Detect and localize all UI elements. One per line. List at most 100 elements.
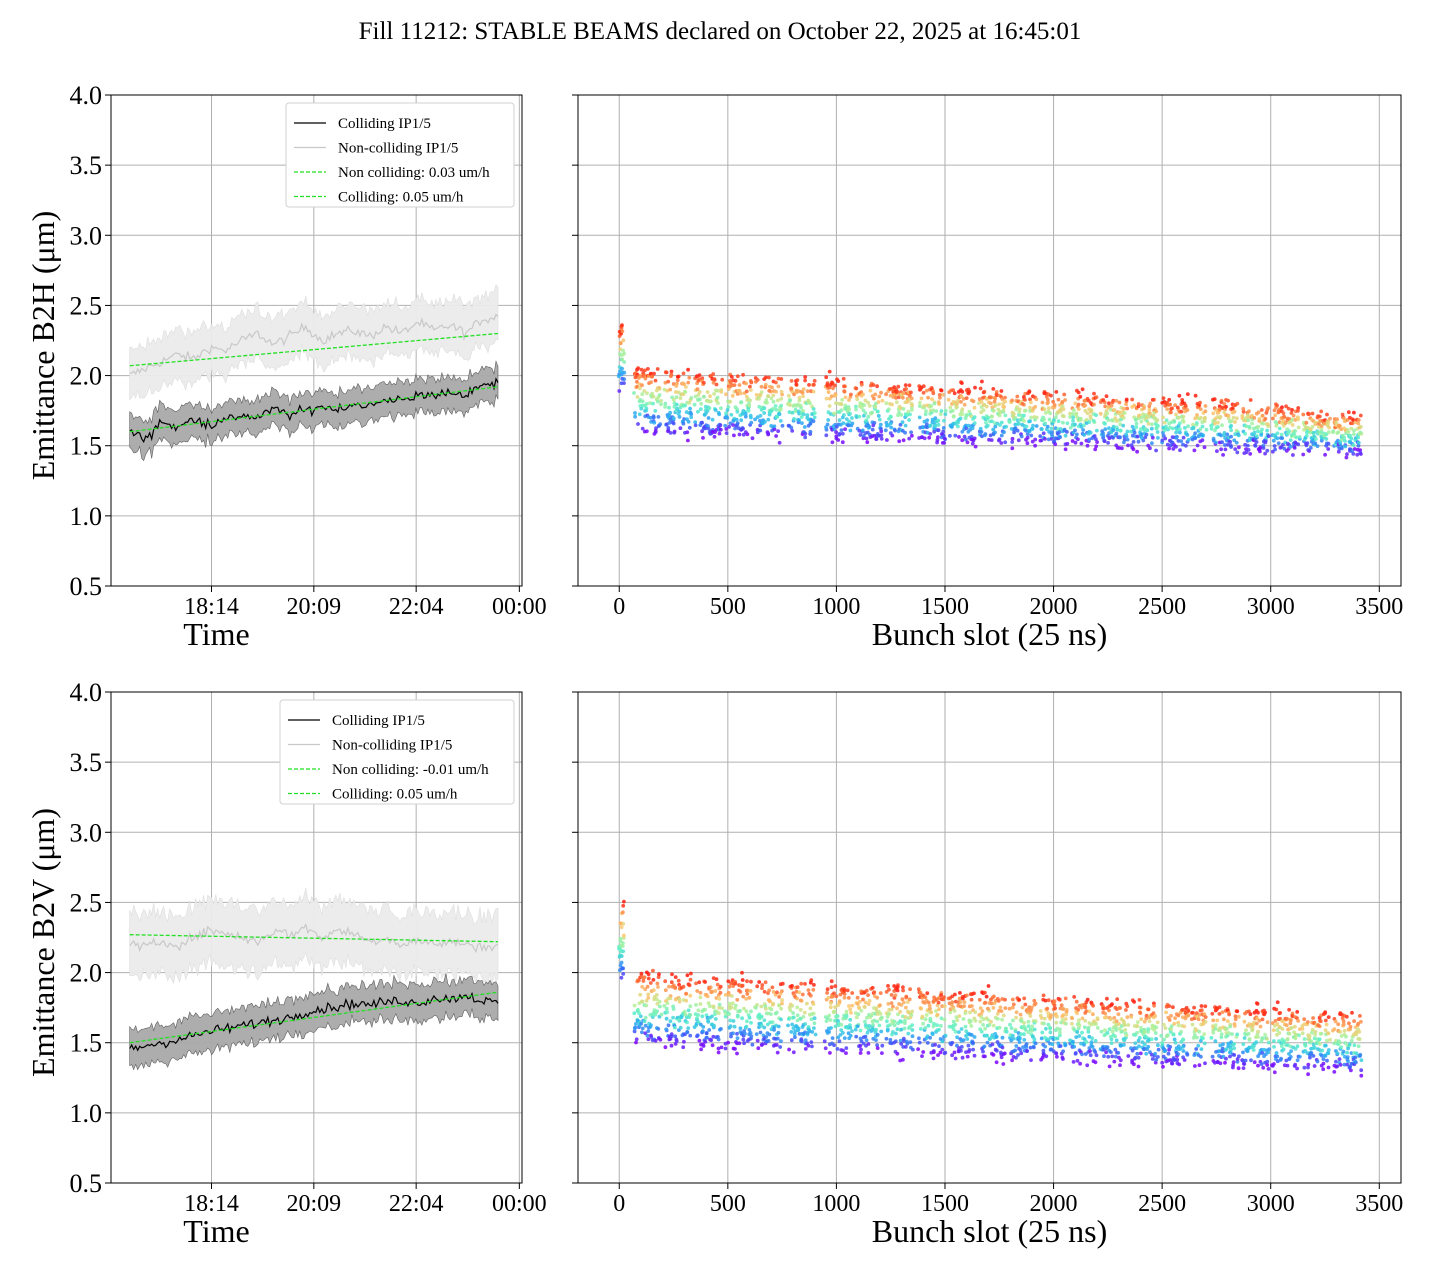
data-point (901, 1045, 906, 1049)
data-point (973, 385, 977, 390)
legend-label: Non colliding: 0.03 um/h (338, 165, 490, 181)
data-point (1137, 998, 1142, 1002)
data-point (779, 377, 784, 381)
data-point (666, 426, 671, 430)
data-point (649, 1035, 654, 1039)
data-point (1173, 1016, 1177, 1020)
data-point (1215, 1018, 1220, 1023)
data-point (735, 997, 740, 1002)
data-point (1137, 1044, 1141, 1049)
data-point (1312, 430, 1316, 435)
data-point (674, 384, 679, 388)
data-point (701, 436, 705, 440)
data-point (1219, 398, 1224, 403)
data-point (666, 1023, 671, 1028)
data-point (1202, 419, 1207, 424)
data-point (1200, 424, 1205, 429)
data-point (1289, 1049, 1293, 1053)
data-point (1356, 1021, 1361, 1026)
data-point (980, 1009, 985, 1013)
data-point (1062, 392, 1067, 397)
data-point (1137, 413, 1141, 418)
data-point (868, 388, 873, 393)
data-point (767, 988, 771, 993)
data-point (657, 393, 662, 397)
data-point (775, 414, 780, 419)
data-point (775, 990, 779, 995)
data-point (1254, 434, 1259, 438)
data-point (1248, 398, 1253, 402)
data-point (744, 997, 749, 1001)
data-point (985, 423, 990, 428)
data-point (793, 1035, 797, 1040)
data-point (1293, 1036, 1298, 1041)
data-point (1107, 1027, 1112, 1032)
y-tick-label: 2.5 (70, 291, 103, 320)
data-point (978, 1006, 983, 1010)
data-point (965, 1037, 970, 1041)
data-point (669, 369, 674, 374)
data-point (744, 1009, 749, 1014)
data-point (686, 438, 690, 443)
data-point (745, 1019, 749, 1024)
data-point (1150, 1057, 1155, 1061)
data-point (1068, 425, 1073, 430)
data-point (1112, 408, 1117, 412)
data-point (901, 395, 905, 400)
data-point (1058, 1006, 1063, 1011)
data-point (863, 1019, 867, 1024)
data-point (909, 390, 913, 395)
data-point (1263, 440, 1268, 445)
data-point (980, 379, 984, 384)
data-point (941, 426, 946, 430)
data-point (1256, 424, 1261, 429)
data-point (1019, 434, 1024, 439)
data-point (1109, 403, 1114, 408)
data-point (1252, 430, 1257, 435)
data-point (617, 389, 622, 393)
data-point (1089, 416, 1093, 421)
data-point (1032, 1037, 1037, 1041)
data-point (717, 431, 722, 436)
data-point (1172, 1021, 1177, 1026)
data-point (841, 1048, 845, 1053)
data-point (808, 401, 812, 406)
data-point (900, 997, 905, 1002)
data-point (1030, 439, 1035, 444)
data-point (1029, 433, 1034, 438)
data-point (1193, 393, 1198, 398)
data-point (731, 1031, 735, 1036)
data-point (1226, 398, 1230, 403)
data-point (839, 1028, 844, 1032)
data-point (867, 425, 872, 429)
data-point (917, 1036, 921, 1041)
data-point (648, 981, 653, 985)
data-point (939, 1016, 944, 1021)
data-point (803, 431, 808, 436)
data-point (922, 403, 927, 408)
data-point (618, 341, 623, 346)
data-point (898, 1009, 903, 1014)
data-point (742, 1006, 746, 1011)
data-point (1228, 1024, 1233, 1029)
data-point (1063, 433, 1068, 438)
data-point (979, 1012, 984, 1016)
data-point (940, 1047, 945, 1052)
data-point (1259, 433, 1264, 437)
data-point (1293, 1024, 1297, 1029)
data-point (1161, 415, 1165, 420)
data-point (1282, 414, 1286, 419)
data-point (640, 399, 645, 404)
data-point (959, 1045, 964, 1049)
data-point (644, 998, 649, 1003)
data-point (1229, 1047, 1234, 1052)
data-point (705, 1035, 709, 1040)
data-point (1125, 406, 1130, 411)
x-axis-label: Bunch slot (25 ns) (872, 1213, 1108, 1249)
data-point (1235, 1059, 1240, 1064)
data-point (1313, 441, 1318, 446)
data-point (1054, 390, 1059, 394)
data-point (1232, 1053, 1237, 1057)
data-point (1228, 1054, 1232, 1059)
data-point (919, 1006, 923, 1011)
